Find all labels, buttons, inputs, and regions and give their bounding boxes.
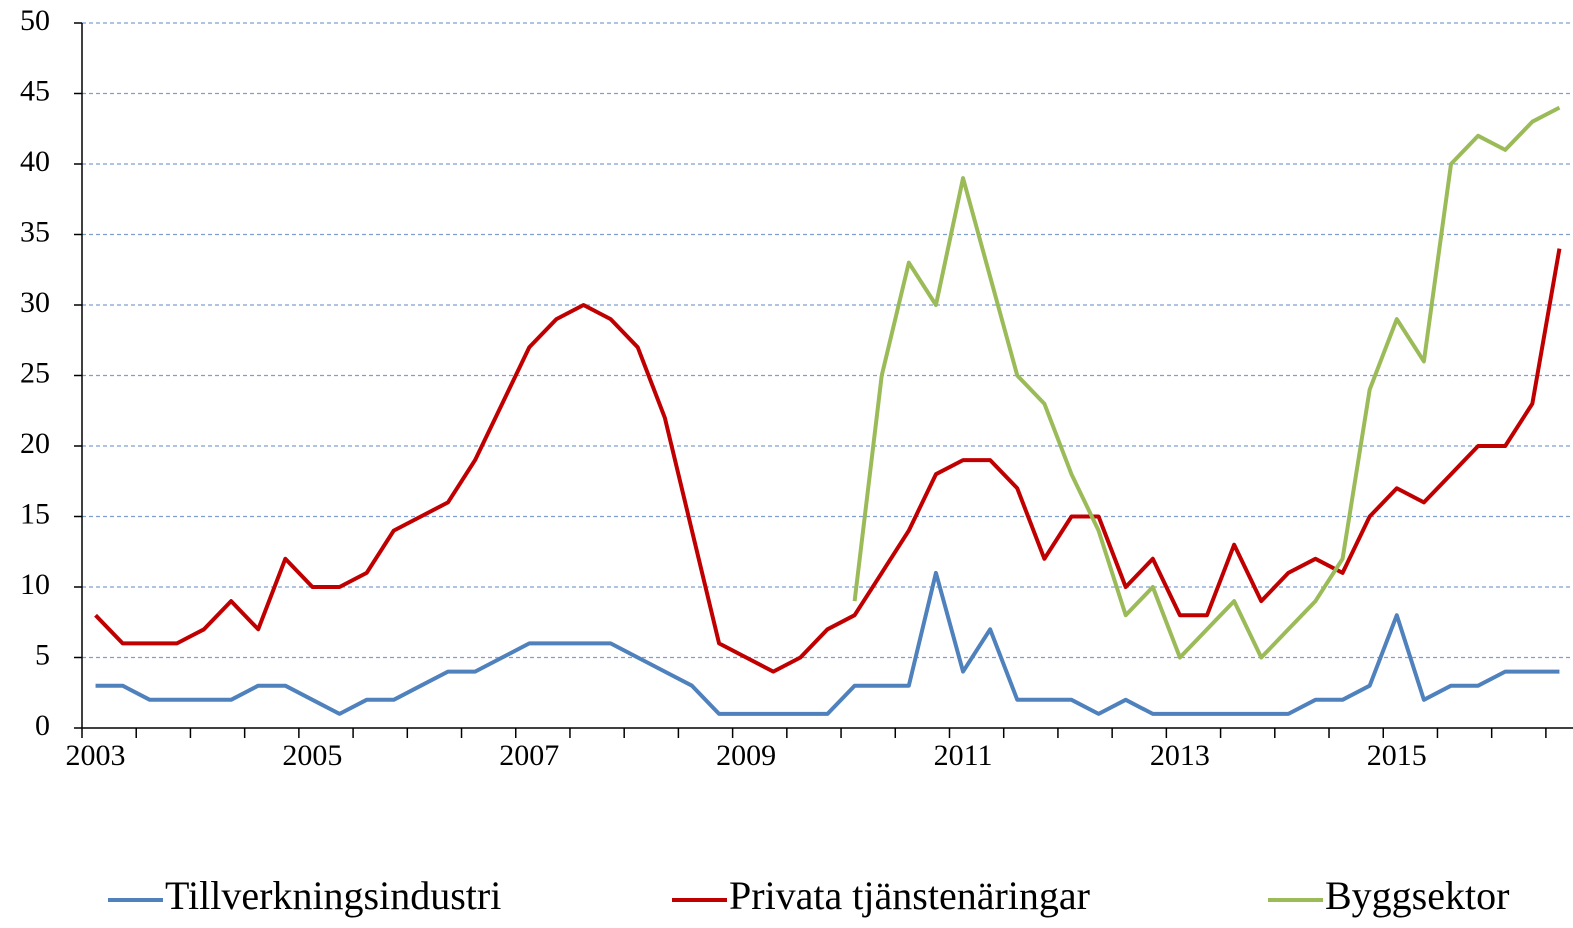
y-tick-label: 30 — [20, 286, 50, 319]
y-tick-label: 40 — [20, 145, 50, 178]
y-tick-label: 25 — [20, 356, 50, 389]
series-line — [852, 105, 1561, 660]
y-tick-label: 20 — [20, 427, 50, 460]
y-tick-label: 50 — [20, 4, 50, 37]
y-tick-label: 0 — [35, 709, 50, 742]
y-tick-label: 45 — [20, 74, 50, 107]
y-tick-label: 35 — [20, 215, 50, 248]
x-tick-label: 2009 — [716, 739, 776, 772]
y-tick-label: 5 — [35, 638, 50, 671]
x-tick-label: 2013 — [1150, 739, 1210, 772]
x-tick-label: 2007 — [499, 739, 559, 772]
x-tick-label: 2015 — [1367, 739, 1427, 772]
series-line — [94, 248, 1562, 674]
series-line — [95, 570, 1560, 716]
y-tick-label: 10 — [20, 568, 50, 601]
x-tick-label: 2005 — [282, 739, 342, 772]
x-tick-label: 2011 — [934, 739, 993, 772]
legend-label: Byggsektor — [1325, 873, 1509, 918]
y-tick-label: 15 — [20, 497, 50, 530]
legend-label: Tillverkningsindustri — [165, 873, 501, 918]
x-tick-label: 2003 — [66, 739, 126, 772]
legend-label: Privata tjänstenäringar — [729, 873, 1090, 918]
